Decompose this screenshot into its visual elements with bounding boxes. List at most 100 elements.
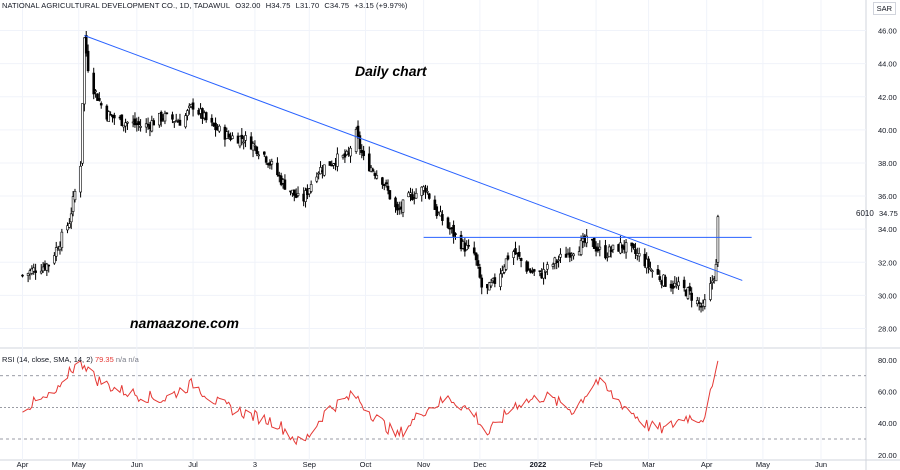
- candle: [26, 272, 30, 283]
- price-tick-label: 36.00: [878, 192, 897, 201]
- descending-trendline: [84, 35, 743, 281]
- candle: [240, 128, 244, 146]
- candle-body: [249, 136, 253, 150]
- ohlc-open: O32.00: [235, 1, 261, 10]
- candle-body: [525, 261, 529, 272]
- candle: [69, 207, 73, 230]
- candle: [487, 281, 491, 291]
- candle: [120, 114, 124, 127]
- candle-body: [371, 169, 375, 172]
- candle-body: [506, 255, 510, 260]
- candle: [68, 218, 71, 229]
- candle-body: [373, 173, 377, 176]
- candle-body: [472, 247, 476, 254]
- candle-body: [542, 269, 545, 279]
- candle-body: [214, 122, 217, 131]
- candle: [647, 256, 650, 274]
- candle-body: [242, 141, 245, 144]
- candle: [572, 252, 575, 260]
- candle: [45, 262, 49, 277]
- candle-body: [487, 282, 491, 291]
- candle-body: [634, 249, 637, 254]
- candle-body: [579, 240, 583, 255]
- candle: [150, 115, 154, 133]
- candle: [703, 294, 707, 310]
- candle: [113, 112, 116, 125]
- candle: [81, 103, 84, 166]
- candle-body: [467, 244, 470, 247]
- candle: [472, 241, 476, 256]
- candle-body: [253, 144, 257, 147]
- candle-body: [137, 121, 141, 125]
- candle: [382, 183, 386, 191]
- candle-body: [664, 276, 667, 287]
- candle: [367, 146, 371, 172]
- candle-body: [682, 279, 686, 289]
- time-tick-label: Jun: [815, 460, 827, 469]
- candle-body: [227, 133, 230, 138]
- candle-body: [68, 223, 71, 228]
- watermark-site-annotation: namaazone.com: [130, 315, 239, 331]
- candle: [309, 180, 313, 194]
- time-tick-label: Sep: [303, 460, 316, 469]
- candle: [218, 124, 221, 133]
- candle-body: [386, 185, 390, 191]
- candle: [173, 121, 176, 128]
- candle-body: [204, 112, 208, 121]
- candle: [171, 111, 174, 124]
- candle: [592, 237, 596, 249]
- candle-body: [150, 120, 154, 132]
- candle-body: [489, 282, 493, 287]
- candle: [394, 196, 397, 213]
- candle-body: [714, 264, 718, 282]
- candle: [388, 189, 392, 200]
- candle-body: [270, 161, 274, 165]
- candle: [532, 268, 536, 277]
- candle-body: [695, 300, 699, 305]
- ohlc-change: +3.15 (+9.97%): [354, 1, 408, 10]
- candle: [71, 191, 75, 217]
- candle-body: [686, 287, 690, 299]
- time-tick-label: May: [72, 460, 86, 469]
- symbol-title: NATIONAL AGRICULTURAL DEVELOPMENT CO., 1…: [2, 1, 231, 10]
- candle-body: [126, 121, 129, 124]
- candle-body: [671, 284, 675, 289]
- candle: [214, 117, 217, 137]
- candle-body: [262, 151, 266, 155]
- rsi-tick-label: 80.00: [878, 356, 897, 365]
- candle: [396, 201, 399, 216]
- rsi-tick-label: 40.00: [878, 419, 897, 428]
- candle: [512, 249, 515, 265]
- candle-body: [480, 277, 484, 288]
- candle: [84, 30, 88, 57]
- candle-body: [656, 269, 660, 275]
- candle-body: [113, 114, 116, 119]
- candle-body: [139, 126, 142, 128]
- rsi-line: [22, 359, 719, 446]
- candle: [384, 179, 388, 188]
- candle-body: [92, 72, 96, 95]
- candle: [96, 93, 99, 101]
- candle: [564, 246, 568, 258]
- candle-body: [358, 135, 362, 150]
- candle: [343, 149, 347, 163]
- candle-body: [697, 302, 701, 304]
- candle: [690, 287, 693, 308]
- candle-body: [152, 120, 156, 126]
- candle: [174, 113, 178, 122]
- candle-body: [309, 184, 313, 192]
- candle-body: [688, 286, 692, 292]
- candle-body: [21, 274, 24, 277]
- candle: [139, 119, 142, 132]
- candle: [126, 121, 129, 130]
- candle-body: [632, 243, 635, 249]
- candle-body: [604, 245, 607, 259]
- candle-body: [519, 258, 523, 262]
- candle-body: [426, 190, 429, 193]
- currency-badge[interactable]: SAR: [872, 2, 896, 15]
- candle: [292, 189, 296, 202]
- time-tick-label: Apr: [17, 460, 29, 469]
- volume-label: 6010: [856, 209, 874, 218]
- candle: [386, 179, 390, 195]
- candle-body: [699, 305, 703, 308]
